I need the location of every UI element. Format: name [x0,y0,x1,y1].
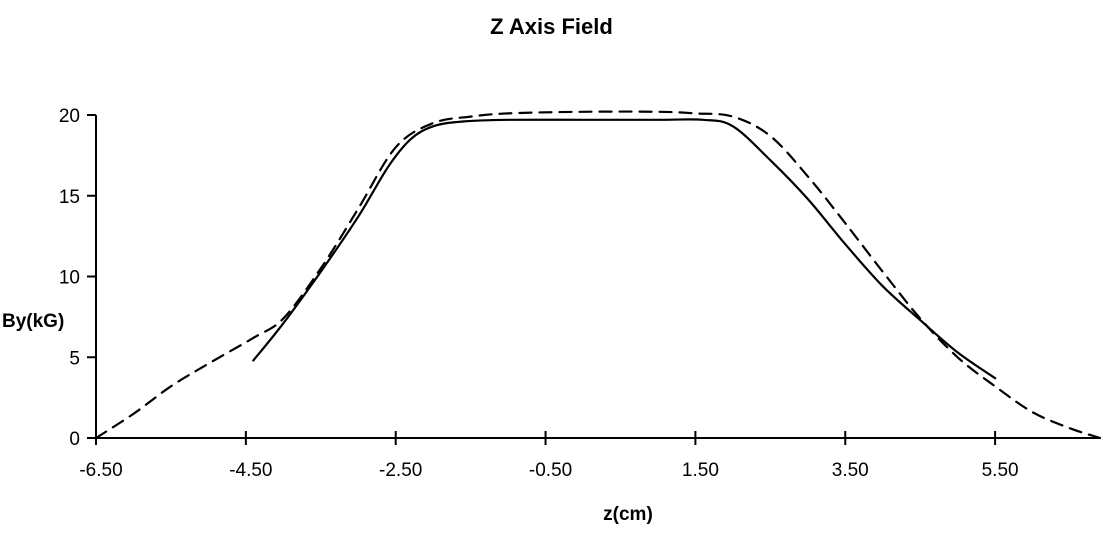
y-axis-label: By(kG) [2,311,64,332]
x-tick-label: 5.50 [982,460,1019,481]
y-tick-label: 15 [59,187,80,208]
x-tick-label: -0.50 [529,460,572,481]
series [94,110,1102,440]
y-tick-label: 20 [59,106,80,127]
x-tick-label: 1.50 [682,460,719,481]
ticks: 0 5 10 15 20 -6.50 -4.50 -2.50 -0.50 1.50 3.50 5.50 [59,106,1019,481]
x-tick-label: -4.50 [229,460,272,481]
x-axis-label: z(cm) [603,504,653,525]
y-tick-label: 10 [59,268,80,289]
x-tick-label: 3.50 [832,460,869,481]
y-tick-label: 5 [69,348,80,369]
y-tick-label: 0 [69,429,80,450]
x-tick-label: -6.50 [79,460,122,481]
axes [95,115,1100,439]
dashed-series-line [94,110,1102,440]
solid-series-line [252,118,997,380]
x-tick-label: -2.50 [379,460,422,481]
chart-title: Z Axis Field [490,14,613,39]
